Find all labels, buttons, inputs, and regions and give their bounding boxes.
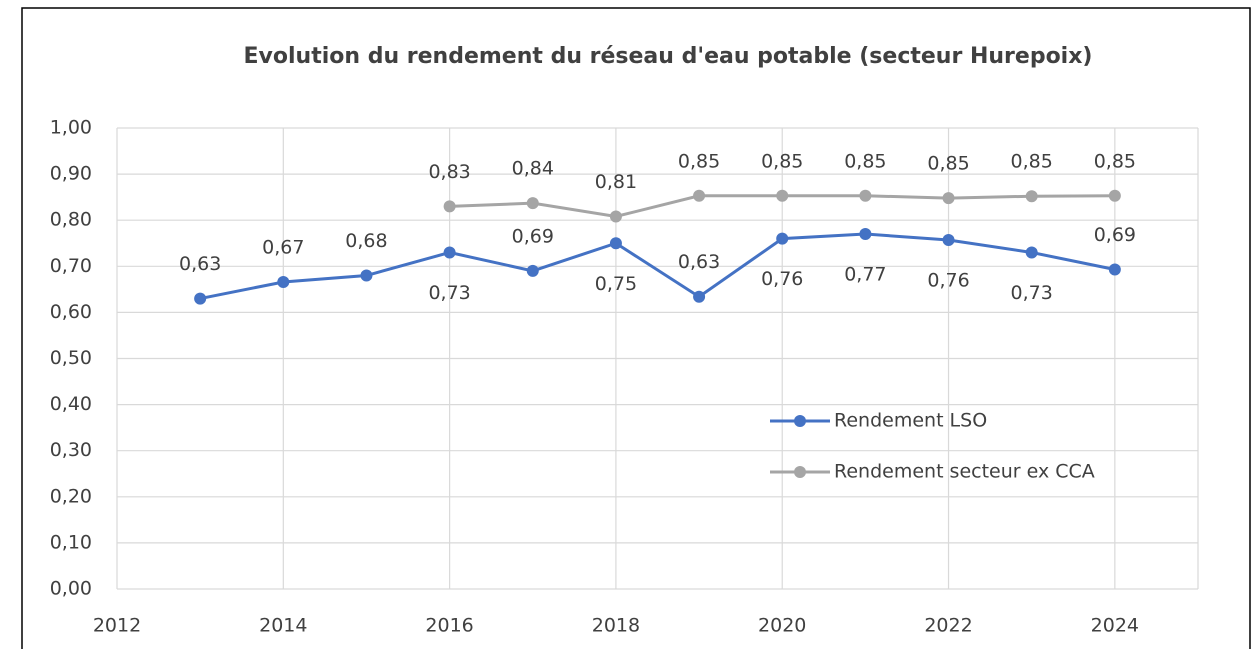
data-point bbox=[942, 234, 955, 247]
data-point bbox=[443, 200, 456, 213]
data-point bbox=[443, 246, 456, 259]
data-point bbox=[776, 232, 789, 245]
data-label: 0,83 bbox=[428, 161, 470, 183]
y-tick-label: 0,40 bbox=[50, 393, 92, 415]
data-label: 0,85 bbox=[1011, 151, 1053, 173]
data-point bbox=[526, 264, 539, 277]
data-label: 0,84 bbox=[512, 158, 554, 180]
x-tick-label: 2020 bbox=[758, 615, 806, 637]
data-point bbox=[1108, 189, 1121, 202]
data-label: 0,68 bbox=[345, 230, 387, 252]
data-point bbox=[1108, 263, 1121, 276]
y-tick-label: 0,60 bbox=[50, 301, 92, 323]
data-label: 0,81 bbox=[595, 171, 637, 193]
data-label: 0,85 bbox=[678, 150, 720, 172]
data-point bbox=[776, 189, 789, 202]
data-label: 0,73 bbox=[428, 282, 470, 304]
data-label: 0,69 bbox=[512, 225, 554, 247]
data-label: 0,77 bbox=[844, 264, 886, 286]
y-tick-label: 0,20 bbox=[50, 485, 92, 507]
data-point bbox=[859, 228, 872, 241]
frame bbox=[21, 7, 1251, 649]
legend-label: Rendement LSO bbox=[834, 410, 987, 432]
x-tick-label: 2018 bbox=[592, 615, 640, 637]
data-label: 0,69 bbox=[1094, 224, 1136, 246]
data-point bbox=[1025, 246, 1038, 259]
data-point bbox=[277, 275, 290, 288]
y-tick-label: 0,00 bbox=[50, 578, 92, 600]
data-point bbox=[526, 197, 539, 210]
x-tick-label: 2016 bbox=[425, 615, 473, 637]
series-line bbox=[199, 232, 1116, 301]
x-tick-label: 2012 bbox=[93, 615, 141, 637]
data-point bbox=[942, 192, 955, 205]
data-label: 0,63 bbox=[179, 253, 221, 275]
legend-marker bbox=[794, 415, 806, 427]
legend-label: Rendement secteur ex CCA bbox=[834, 461, 1095, 483]
chart-title: Evolution du rendement du réseau d'eau p… bbox=[244, 44, 1093, 69]
data-label: 0,73 bbox=[1011, 282, 1053, 304]
data-label: 0,85 bbox=[761, 150, 803, 172]
data-label: 0,67 bbox=[262, 236, 304, 258]
data-point bbox=[859, 189, 872, 202]
data-label: 0,85 bbox=[1094, 150, 1136, 172]
x-tick-label: 2014 bbox=[259, 615, 307, 637]
y-tick-label: 0,30 bbox=[50, 439, 92, 461]
data-label: 0,76 bbox=[761, 268, 803, 290]
y-tick-label: 1,00 bbox=[50, 117, 92, 139]
legend-marker bbox=[794, 466, 806, 478]
y-tick-label: 0,80 bbox=[50, 209, 92, 231]
data-label: 0,85 bbox=[927, 153, 969, 175]
y-tick-label: 0,90 bbox=[50, 163, 92, 185]
y-tick-label: 0,50 bbox=[50, 347, 92, 369]
data-label: 0,76 bbox=[927, 270, 969, 292]
data-label: 0,85 bbox=[844, 150, 886, 172]
x-tick-label: 2024 bbox=[1091, 615, 1139, 637]
data-point bbox=[360, 269, 373, 282]
data-label: 0,75 bbox=[595, 273, 637, 295]
data-point bbox=[609, 237, 622, 250]
data-point bbox=[693, 290, 706, 303]
x-tick-label: 2022 bbox=[924, 615, 972, 637]
data-point bbox=[609, 210, 622, 223]
data-point bbox=[194, 292, 207, 305]
y-tick-label: 0,70 bbox=[50, 255, 92, 277]
y-tick-label: 0,10 bbox=[50, 531, 92, 553]
data-point bbox=[693, 189, 706, 202]
data-point bbox=[1025, 190, 1038, 203]
data-label: 0,63 bbox=[678, 251, 720, 273]
